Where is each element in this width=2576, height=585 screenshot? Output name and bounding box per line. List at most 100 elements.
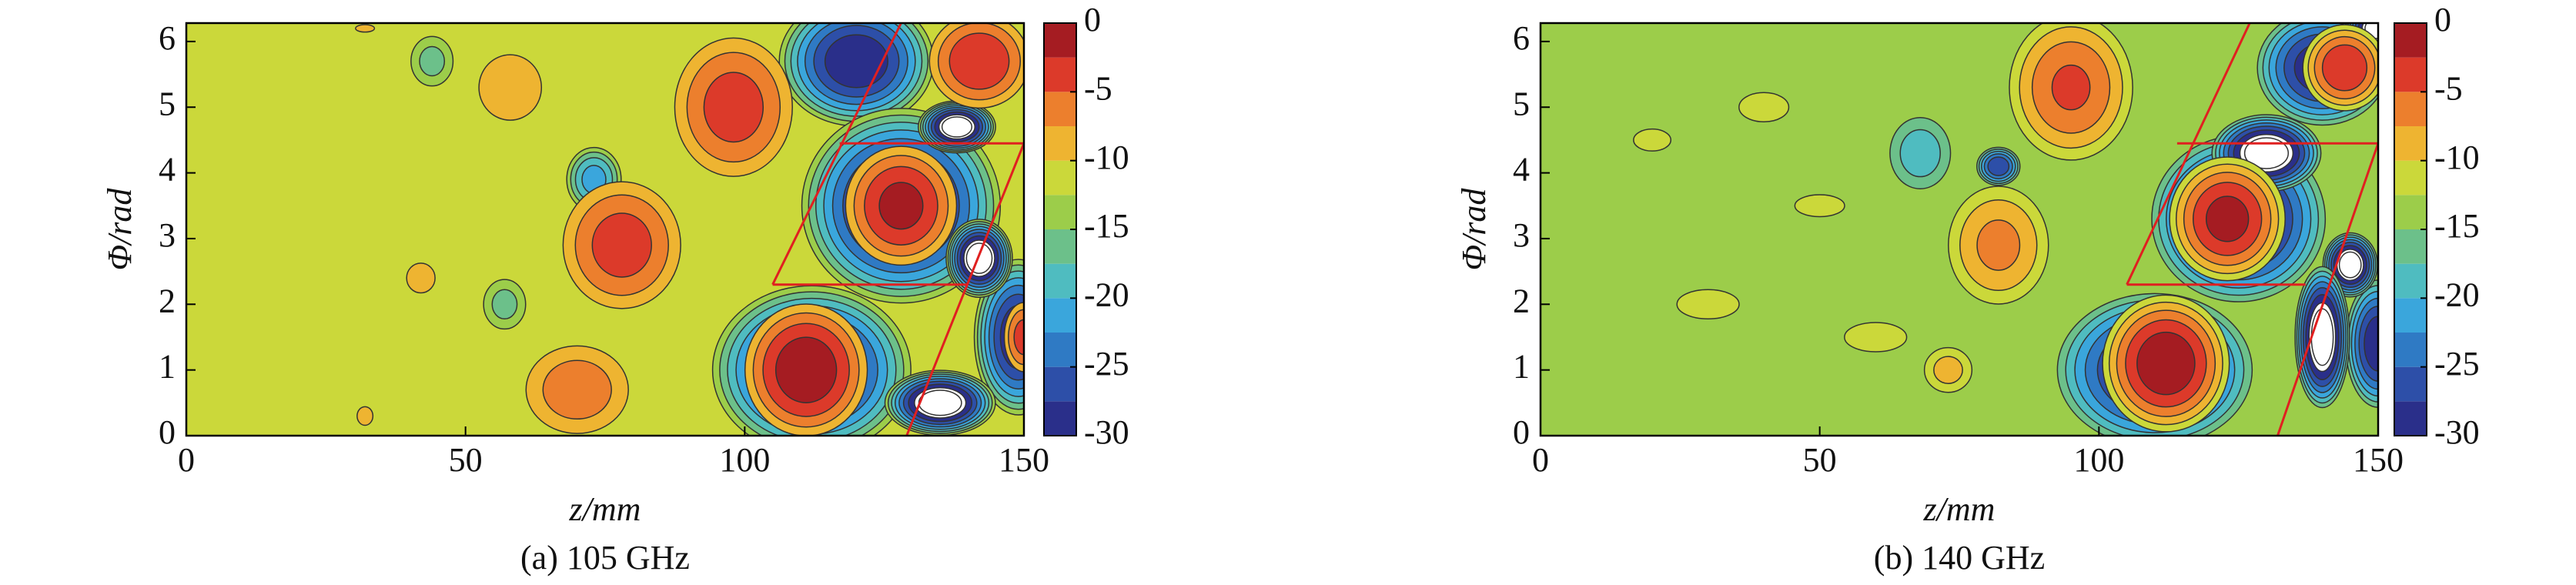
contour-band (419, 45, 446, 77)
colorbar-tick-label: -20 (1084, 276, 1129, 313)
contour-band (591, 212, 652, 278)
colorbar-band (2394, 160, 2427, 196)
colorbar-band (2394, 298, 2427, 333)
annotation-line (2126, 23, 2251, 286)
colorbar-band (2394, 57, 2427, 92)
colorbar-tick-label: -15 (1084, 207, 1129, 245)
contour-band (1933, 356, 1963, 384)
contour-band (2310, 308, 2334, 366)
contour-band (542, 359, 612, 420)
contour-band (1976, 219, 2021, 271)
y-axis-label: Φ/rad (101, 188, 139, 271)
contour-band (2205, 196, 2250, 242)
colorbar-tick-label: -5 (1084, 69, 1112, 107)
colorbar-band (1044, 229, 1076, 264)
contour-blob (2102, 294, 2230, 433)
colorbar-band (2394, 401, 2427, 436)
colorbar-tick-label: -20 (2434, 276, 2480, 313)
colorbar-band (2394, 126, 2427, 161)
y-tick-label: 0 (1513, 413, 1530, 451)
colorbar-tick-label: -25 (2434, 345, 2480, 383)
contour-blob (1738, 92, 1790, 123)
colorbar-band (1044, 92, 1076, 126)
contour-band (406, 262, 436, 294)
y-tick-label: 5 (1513, 85, 1530, 122)
contour-blob (945, 219, 1013, 298)
contour-band (356, 406, 374, 426)
colorbar-band (1044, 195, 1076, 229)
x-axis-label: z/mm (569, 490, 641, 528)
colorbar-band (2394, 23, 2427, 58)
colorbar-tick-label: -5 (2434, 69, 2463, 107)
contour-band (2321, 44, 2368, 92)
contour-band (355, 24, 376, 33)
contour-band (2051, 64, 2091, 111)
axes-frame (185, 22, 1025, 437)
x-tick-label: 50 (1803, 441, 1837, 479)
contour-blob (410, 35, 454, 87)
contour-blob (483, 279, 527, 330)
contour-band (918, 389, 962, 416)
contour-band (1844, 322, 1908, 353)
contour-band (1794, 194, 1845, 218)
y-tick-label: 6 (1513, 19, 1530, 57)
contour-blob (356, 406, 374, 426)
y-tick-label: 3 (159, 216, 176, 254)
contour-blob (778, 23, 935, 127)
y-tick-label: 0 (159, 413, 176, 451)
contour-band (878, 182, 924, 230)
axes-frame (1539, 22, 2380, 437)
colorbar-tick-label: -30 (2434, 413, 2480, 451)
contour-blob (2322, 232, 2378, 298)
contour-band (2338, 251, 2362, 279)
contour-band (491, 289, 518, 320)
colorbar-tick-label: 0 (2434, 1, 2451, 38)
y-tick-label: 1 (159, 348, 176, 386)
contour-blob (525, 345, 629, 434)
y-tick-label: 5 (159, 85, 176, 122)
colorbar-tick-label: -25 (1084, 345, 1129, 383)
colorbar-band (2394, 263, 2427, 299)
contour-blob (478, 54, 543, 121)
annotation-line (905, 142, 1024, 436)
x-tick-label: 50 (449, 441, 483, 479)
contour-band (1013, 319, 1024, 356)
x-tick-label: 150 (2353, 441, 2404, 479)
contour-blob (1794, 194, 1845, 218)
y-tick-label: 4 (159, 151, 176, 189)
colorbar-tick-label: -10 (2434, 139, 2480, 176)
y-tick-label: 2 (159, 282, 176, 319)
colorbar-band (2394, 229, 2427, 264)
contour-blob (1676, 289, 1740, 320)
contour-band (703, 72, 764, 143)
colorbar-band (1044, 263, 1076, 299)
contour-band (478, 54, 543, 121)
contour-band (1633, 128, 1672, 152)
caption: (b) 140 GHz (1874, 539, 2045, 577)
x-tick-label: 100 (2073, 441, 2124, 479)
y-tick-label: 4 (1513, 151, 1530, 189)
contour-blob (2009, 23, 2133, 161)
contour-blob (744, 303, 868, 436)
contour-band (1899, 129, 1941, 178)
colorbar-band (1044, 298, 1076, 333)
colorbar-band (2394, 195, 2427, 229)
plot-area (1541, 23, 2378, 436)
colorbar-band (1044, 401, 1076, 436)
contour-band (1738, 92, 1790, 123)
contour-blob (1923, 346, 1973, 393)
caption: (a) 105 GHz (520, 539, 690, 577)
contour-blob (1976, 146, 2021, 186)
contour-blob (1633, 128, 1672, 152)
contour-band (774, 336, 838, 403)
colorbar-band (2394, 92, 2427, 126)
colorbar-band (1044, 160, 1076, 196)
colorbar-band (2394, 333, 2427, 367)
colorbar-band (1044, 23, 1076, 58)
y-tick-label: 1 (1513, 348, 1530, 386)
x-axis-label: z/mm (1923, 490, 1996, 528)
colorbar-tick-label: 0 (1084, 1, 1101, 38)
contour-blob (1844, 322, 1908, 353)
y-tick-label: 6 (159, 19, 176, 57)
x-tick-label: 100 (719, 441, 770, 479)
